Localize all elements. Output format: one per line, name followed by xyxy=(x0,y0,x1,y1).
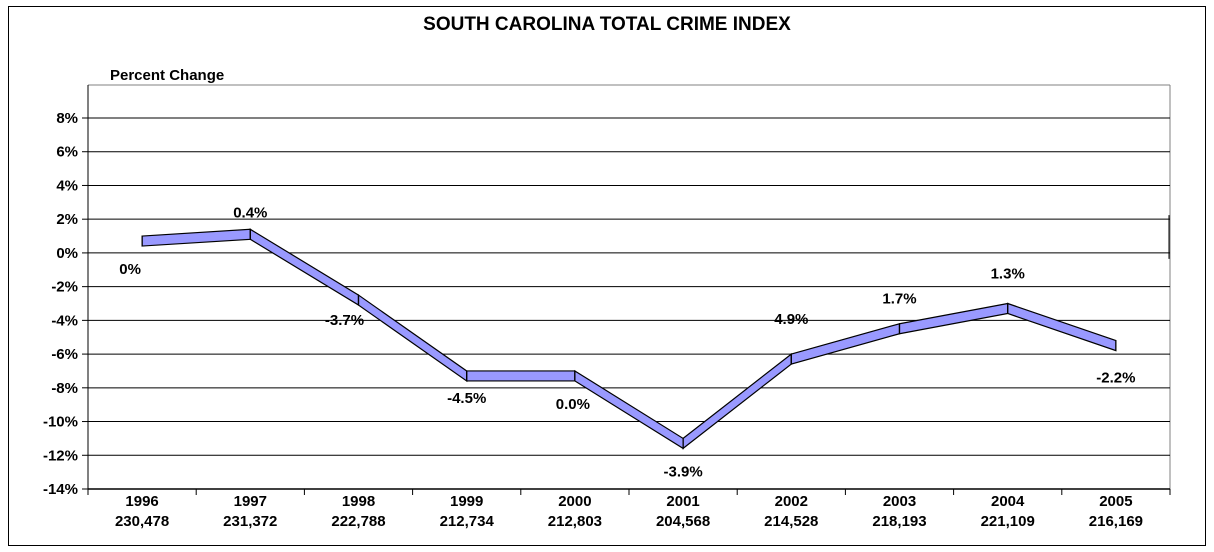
y-tick-label: -2% xyxy=(51,279,78,296)
data-label: 1.7% xyxy=(882,291,916,308)
x-total-label: 230,478 xyxy=(115,513,169,530)
x-tick-label: 1998 xyxy=(342,493,375,510)
x-tick-label: 1997 xyxy=(234,493,267,510)
x-tick-label: 2004 xyxy=(991,493,1025,510)
x-total-label: 231,372 xyxy=(223,513,277,530)
x-total-label: 204,568 xyxy=(656,513,710,530)
y-tick-label: 6% xyxy=(56,144,78,161)
series-line-segment xyxy=(249,228,360,307)
x-total-label: 221,109 xyxy=(981,513,1035,530)
x-total-label: 212,734 xyxy=(440,513,495,530)
y-tick-label: -14% xyxy=(43,481,78,498)
data-label: 1.3% xyxy=(991,266,1025,283)
x-total-label: 214,528 xyxy=(764,513,818,530)
chart-title: SOUTH CAROLINA TOTAL CRIME INDEX xyxy=(423,14,791,35)
y-tick-label: -4% xyxy=(51,312,78,329)
y-axis-label: Percent Change xyxy=(110,67,225,84)
series-line-segment xyxy=(1007,302,1117,352)
y-tick-label: 0% xyxy=(56,245,78,262)
x-total-label: 218,193 xyxy=(872,513,926,530)
y-tick-label: 2% xyxy=(56,211,78,228)
data-label: -3.9% xyxy=(664,463,703,480)
y-tick-label: -8% xyxy=(51,380,78,397)
x-total-label: 222,788 xyxy=(331,513,385,530)
data-label: 0.0% xyxy=(556,396,590,413)
x-tick-label: 2001 xyxy=(666,493,699,510)
data-label: 0% xyxy=(119,261,141,278)
series-line-segment xyxy=(898,302,1009,335)
series-line-segment xyxy=(574,369,684,450)
y-tick-label: -6% xyxy=(51,346,78,363)
x-total-label: 212,803 xyxy=(548,513,602,530)
y-tick-label: -10% xyxy=(43,414,78,431)
series-line-segment xyxy=(357,293,468,383)
series-line-segment xyxy=(682,352,792,450)
x-tick-label: 2003 xyxy=(883,493,916,510)
data-label: -2.2% xyxy=(1096,370,1135,387)
y-tick-label: 8% xyxy=(56,110,78,127)
chart-frame xyxy=(8,6,1206,546)
y-tick-label: 4% xyxy=(56,177,78,194)
x-tick-label: 2002 xyxy=(775,493,808,510)
data-label: -3.7% xyxy=(325,312,364,329)
data-label: -4.5% xyxy=(447,390,486,407)
series-line-segment xyxy=(141,228,251,247)
x-tick-label: 1999 xyxy=(450,493,483,510)
y-tick-label: -12% xyxy=(43,447,78,464)
data-label: 4.9% xyxy=(774,311,808,328)
x-tick-label: 1996 xyxy=(125,493,158,510)
series-line-segment xyxy=(466,370,576,382)
data-label: 0.4% xyxy=(233,204,267,221)
series-line-segment xyxy=(790,322,901,365)
x-total-label: 216,169 xyxy=(1089,513,1143,530)
x-tick-label: 2005 xyxy=(1099,493,1132,510)
x-tick-label: 2000 xyxy=(558,493,591,510)
